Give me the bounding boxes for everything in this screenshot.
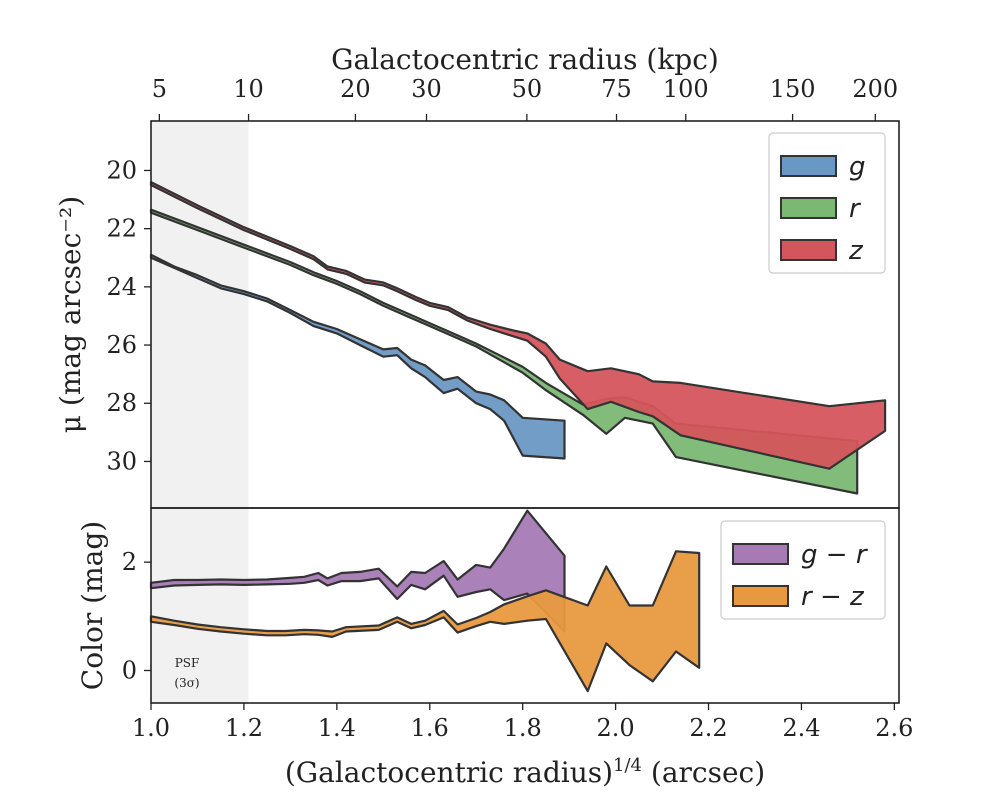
x-tick-label: 2.2: [689, 714, 727, 742]
y-tick-label-bottom: 2: [122, 548, 137, 576]
psf-region-top: [151, 121, 249, 508]
x-tick-label: 1.6: [411, 714, 449, 742]
sb-legend-label: g: [849, 152, 866, 182]
color-legend-label: r − z: [801, 582, 865, 612]
top-panel-ylabel: μ (mag arcsec⁻²): [54, 196, 87, 433]
surface-brightness-bands: [149, 181, 887, 495]
axis-ticks: 1.0 1.2 1.4 1.6 1.8 2.0 2.2 2.4 2.6 20 22 24 26 28 30 0…: [106, 75, 913, 742]
bottom-axis-xlabel: (Galactocentric radius)1/4 (arcsec): [285, 755, 765, 789]
color-legend-swatch: [732, 543, 789, 565]
top-axis-tick-label: 100: [663, 75, 709, 103]
top-axis-tick-label: 200: [852, 75, 898, 103]
sb-band-2: [149, 181, 887, 470]
x-tick-label: 1.4: [318, 714, 356, 742]
x-tick-label: 1.8: [504, 714, 542, 742]
top-axis-tick-label: 5: [152, 75, 167, 103]
top-axis-title: Galactocentric radius (kpc): [331, 43, 719, 76]
sb-legend-swatch: [780, 239, 837, 261]
color-legend-swatch: [732, 585, 789, 607]
top-axis-tick-label: 10: [233, 75, 264, 103]
y-tick-label-top: 20: [106, 156, 137, 184]
psf-region-bottom: [151, 508, 249, 703]
x-tick-label: 1.0: [132, 714, 170, 742]
y-tick-label-bottom: 0: [122, 657, 137, 685]
color-legend-label: g − r: [801, 540, 869, 570]
top-axis-tick-label: 30: [411, 75, 442, 103]
sb-legend-swatch: [780, 155, 837, 177]
y-tick-label-top: 26: [106, 331, 137, 359]
y-tick-label-top: 30: [106, 447, 137, 475]
sb-legend-label: r: [849, 194, 862, 224]
sb-band-0: [149, 253, 566, 460]
x-tick-label: 2.6: [875, 714, 913, 742]
bottom-legend: g − r r − z: [720, 520, 886, 620]
x-tick-label: 2.0: [597, 714, 635, 742]
sb-legend-label: z: [848, 236, 864, 266]
sb-legend-swatch: [780, 197, 837, 219]
x-tick-label: 1.2: [225, 714, 263, 742]
top-axis-tick-label: 150: [770, 75, 816, 103]
y-tick-label-top: 24: [106, 273, 137, 301]
top-axis-tick-label: 75: [601, 75, 632, 103]
y-tick-label-top: 22: [106, 215, 137, 243]
color-bands: [149, 509, 701, 693]
bottom-panel-ylabel: Color (mag): [76, 521, 109, 690]
top-axis-tick-label: 50: [512, 75, 543, 103]
x-tick-label: 2.4: [782, 714, 820, 742]
psf-sublabel: (3σ): [174, 676, 199, 690]
top-legend: grz: [768, 132, 886, 274]
y-tick-label-top: 28: [106, 389, 137, 417]
color-band-1: [149, 550, 701, 693]
sb-band-1: [149, 208, 859, 495]
bottom-panel-frame: [150, 507, 900, 704]
top-axis-tick-label: 20: [340, 75, 371, 103]
psf-label: PSF: [175, 656, 200, 670]
